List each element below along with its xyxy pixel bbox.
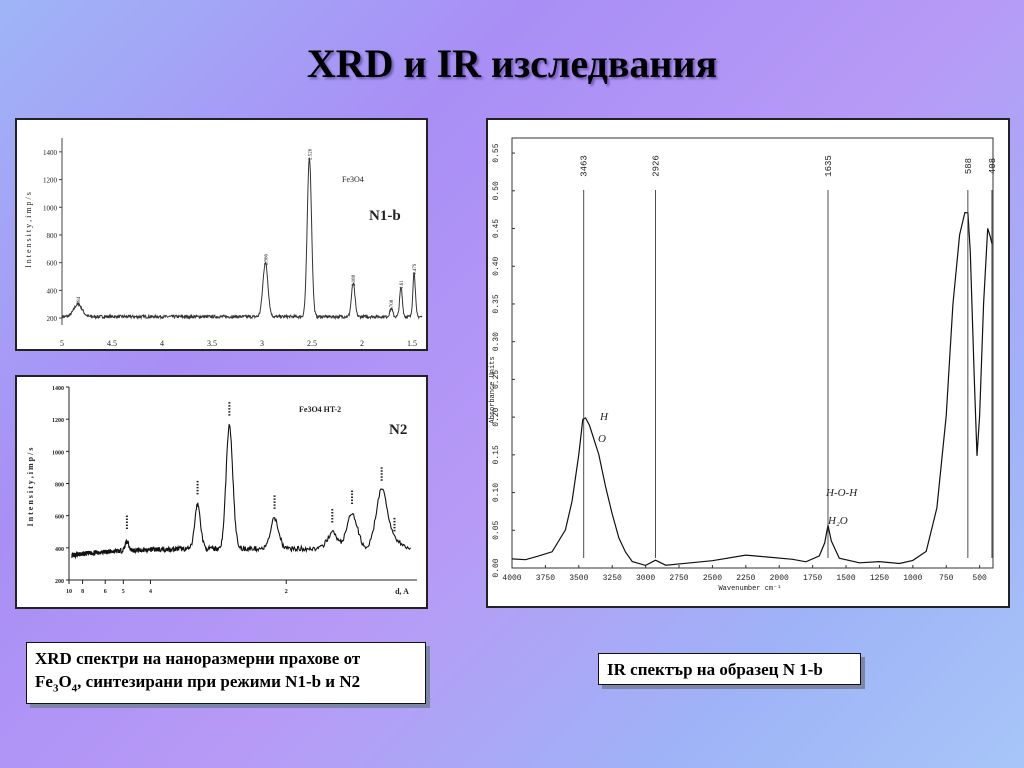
peak-label: 408 — [988, 158, 998, 174]
xrd-n1b-panel: 200 400 600 800 1000 1200 1400 I n t e n s i t … — [15, 118, 428, 351]
annotation-o: O — [598, 433, 606, 445]
y-tick-label: 0.50 — [492, 181, 501, 200]
peak-label: 588 — [964, 158, 974, 174]
y-tick-label: 0.25 — [492, 370, 501, 389]
y-tick-label: 0.10 — [492, 483, 501, 502]
xrd-caption-line1: XRD спектри на наноразмерни прахове от — [35, 649, 361, 668]
y-tick-label: 800 — [55, 483, 64, 489]
y-axis-label: I n t e n s i t y , i m p / s — [26, 448, 35, 527]
ir-panel: 0.00 0.05 0.10 0.15 0.20 0.25 0.30 0.35 0.40 0.45… — [486, 118, 1010, 608]
annotation-h: H — [599, 411, 609, 423]
peak-label: 2.526 — [308, 148, 313, 160]
x-tick-label: 3.5 — [207, 339, 217, 348]
y-tick-label: 200 — [47, 315, 58, 323]
panel-label-n1b: N1-b — [369, 208, 401, 224]
xrd-n2-series-line — [71, 423, 411, 560]
compound-label: Fe3O4 — [342, 175, 364, 184]
peak-label: 1.708 — [390, 299, 395, 311]
x-tick-label: 10 — [66, 589, 72, 595]
xrd-caption-line2: Fe3O4, синтезирани при режими N1-b и N2 — [35, 670, 417, 700]
ir-spectrum-chart: 0.00 0.05 0.10 0.15 0.20 0.25 0.30 0.35 0.40 0.45… — [489, 137, 998, 593]
x-tick-label: 3000 — [636, 574, 655, 583]
ir-caption: IR спектър на образец N 1-b — [598, 653, 861, 685]
x-tick-label: 3500 — [569, 574, 588, 583]
y-axis-label: Absorbance Units — [489, 356, 497, 423]
y-tick-label: 400 — [47, 287, 58, 295]
y-tick-label: 600 — [55, 515, 64, 521]
y-tick-label: 0.05 — [492, 520, 501, 539]
xrd-n1b-chart: 200 400 600 800 1000 1200 1400 I n t e n s i t … — [24, 138, 423, 348]
xrd-caption: XRD спектри на наноразмерни прахове от F… — [26, 642, 426, 704]
y-axis-label: I n t e n s i t y , i m p / s — [24, 192, 33, 268]
y-tick-label: 1000 — [43, 204, 58, 212]
x-tick-label: 2000 — [770, 574, 789, 583]
annotation-hoh: H-O-H — [825, 487, 858, 499]
y-tick-label: 0.00 — [492, 558, 501, 577]
formula-sub-3: 3 — [52, 682, 59, 695]
x-tick-label: 1.5 — [407, 339, 417, 348]
x-tick-label: 3250 — [603, 574, 622, 583]
peak-label: 1.479 — [413, 263, 418, 275]
x-tick-label: 8 — [81, 589, 84, 595]
peak-label: 2926 — [651, 155, 661, 177]
x-tick-label: 4.5 — [107, 339, 117, 348]
y-tick-label: 1200 — [43, 177, 58, 185]
formula-sub-4: 4 — [71, 682, 78, 695]
x-tick-label: 2500 — [703, 574, 722, 583]
x-tick-label: 1500 — [836, 574, 855, 583]
x-tick-label: 2.5 — [307, 339, 317, 348]
x-tick-label: 6 — [104, 589, 107, 595]
y-tick-label: 0.40 — [492, 256, 501, 275]
peak-label: 4.84 — [77, 296, 82, 305]
peak-label: 3463 — [580, 155, 590, 177]
peak-label: 2.966 — [264, 254, 269, 266]
x-tick-label: 3 — [260, 339, 264, 348]
annotation-h2o: H₂O — [827, 515, 848, 527]
x-tick-label: 4 — [160, 339, 164, 348]
slide-title: XRD и IR изследвания — [306, 41, 718, 86]
xrd-n1b-series-line — [61, 157, 423, 321]
x-tick-label: 500 — [972, 574, 987, 583]
x-tick-label: 4000 — [502, 574, 521, 583]
panel-label-n2: N2 — [389, 422, 407, 438]
y-tick-label: 1400 — [52, 386, 64, 392]
y-tick-label: 600 — [47, 260, 58, 268]
y-tick-label: 0.35 — [492, 294, 501, 313]
x-tick-label: 5 — [122, 589, 125, 595]
peak-label: 2.088 — [352, 274, 357, 286]
y-tick-label: 0.45 — [492, 219, 501, 238]
y-tick-label: 0.30 — [492, 332, 501, 351]
peak-label: 1635 — [824, 155, 834, 177]
x-tick-label: 1250 — [870, 574, 889, 583]
x-tick-label: 2250 — [736, 574, 755, 583]
xrd-n2-chart: 200 400 600 800 1000 1200 1400 I n t e n s i t … — [26, 386, 417, 596]
xrd-caption-line2-text: , синтезирани при режими N1-b и N2 — [77, 672, 361, 691]
y-tick-label: 200 — [55, 579, 64, 585]
y-tick-label: 800 — [47, 232, 58, 240]
formula-fe: Fe — [35, 672, 53, 691]
formula-o: O — [58, 672, 72, 691]
y-tick-label: 1200 — [52, 418, 64, 424]
y-tick-label: 0.55 — [492, 143, 501, 162]
y-tick-label: 1400 — [43, 149, 58, 157]
y-tick-label: 0.15 — [492, 445, 501, 464]
compound-label: Fe3O4 HT-2 — [299, 405, 341, 414]
x-tick-label: 5 — [60, 339, 64, 348]
x-tick-label: 1000 — [903, 574, 922, 583]
xrd-n2-panel: 200 400 600 800 1000 1200 1400 I n t e n s i t … — [15, 375, 428, 609]
x-tick-label: 1750 — [803, 574, 822, 583]
y-tick-label: 0.20 — [492, 407, 501, 426]
peak-label: 1.61 — [400, 280, 405, 289]
x-axis-label: Wavenumber cm⁻¹ — [718, 585, 781, 593]
x-tick-label: 750 — [939, 574, 954, 583]
x-tick-label: 4 — [149, 589, 152, 595]
y-tick-label: 400 — [55, 547, 64, 553]
plot-frame — [511, 137, 994, 569]
y-tick-label: 1000 — [52, 450, 64, 456]
x-tick-label: 2750 — [669, 574, 688, 583]
x-axis-label: d, A — [395, 587, 409, 596]
x-tick-label: 2 — [360, 339, 364, 348]
x-tick-label: 3750 — [536, 574, 555, 583]
x-tick-label: 2 — [285, 589, 288, 595]
